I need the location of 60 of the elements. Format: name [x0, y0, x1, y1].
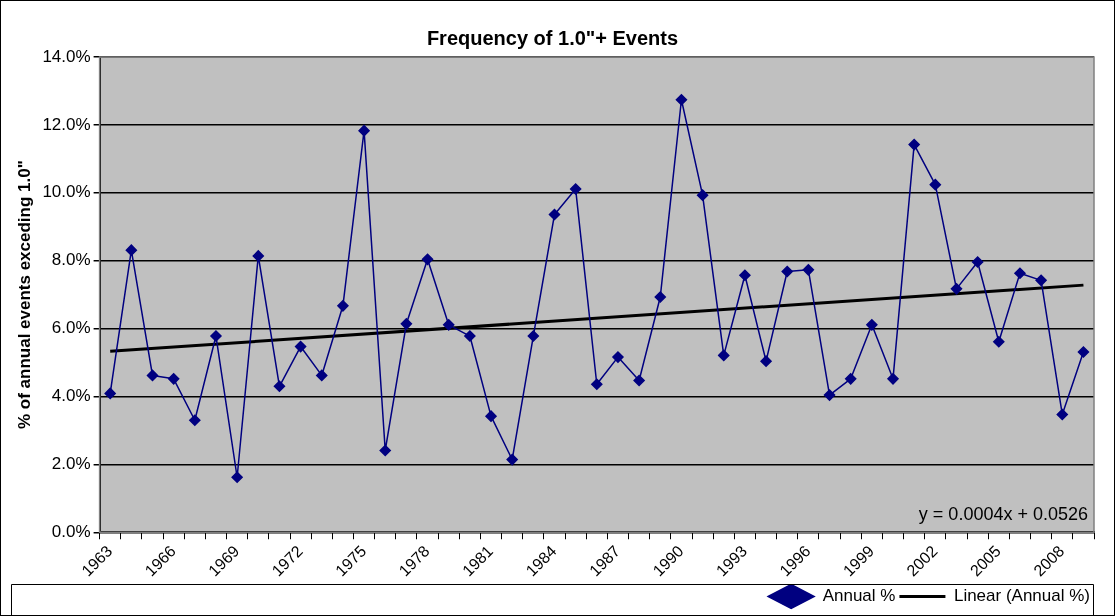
- point: [760, 355, 772, 367]
- point: [929, 178, 942, 191]
- point: [971, 256, 984, 268]
- point: [316, 369, 328, 382]
- y-tick-label: 8.0%: [51, 250, 91, 270]
- point: [104, 387, 116, 400]
- y-tick-label: 2.0%: [51, 454, 91, 474]
- y-tick-label: 4.0%: [51, 386, 91, 406]
- point: [696, 189, 709, 201]
- point: [252, 250, 265, 262]
- point: [591, 378, 603, 390]
- point: [718, 349, 730, 362]
- point: [400, 318, 413, 330]
- point: [1035, 274, 1047, 287]
- point: [506, 453, 518, 466]
- point: [548, 208, 561, 221]
- point: [146, 369, 159, 382]
- point: [231, 471, 243, 484]
- y-axis-title: % of annual events exceding 1.0": [14, 160, 34, 430]
- point: [781, 265, 793, 278]
- point: [844, 373, 857, 385]
- point: [379, 444, 391, 457]
- point: [633, 374, 645, 387]
- point: [908, 138, 920, 151]
- y-tick-label: 6.0%: [51, 318, 91, 338]
- y-tick-label: 0.0%: [51, 521, 91, 541]
- point: [654, 291, 667, 303]
- point: [866, 319, 878, 331]
- point: [675, 94, 688, 106]
- point: [210, 330, 222, 342]
- legend-label: Annual %: [822, 586, 896, 606]
- point: [442, 319, 455, 331]
- point: [1014, 267, 1026, 279]
- point: [421, 253, 434, 266]
- point: [189, 414, 201, 426]
- point: [569, 183, 582, 195]
- y-tick-label: 10.0%: [42, 182, 91, 202]
- legend-label: Linear (Annual %): [953, 586, 1090, 606]
- point: [337, 300, 349, 312]
- point: [167, 373, 180, 385]
- point: [612, 351, 624, 363]
- point: [993, 336, 1005, 348]
- point: [527, 330, 540, 342]
- point: [887, 373, 899, 385]
- point: [358, 124, 370, 137]
- point: [273, 380, 286, 393]
- point: [950, 283, 963, 295]
- point: [1077, 346, 1090, 358]
- annotation: y = 0.0004x + 0.0526: [918, 504, 1088, 525]
- point: [823, 389, 836, 401]
- point: [1056, 408, 1069, 421]
- point: [125, 244, 138, 256]
- y-tick-label: 12.0%: [42, 114, 91, 134]
- y-tick-label: 14.0%: [42, 46, 91, 66]
- point: [485, 410, 497, 422]
- point: [294, 340, 307, 353]
- point: [739, 269, 751, 282]
- point: [464, 330, 476, 342]
- point: [802, 264, 815, 276]
- chart-title: Frequency of 1.0"+ Events: [426, 26, 679, 49]
